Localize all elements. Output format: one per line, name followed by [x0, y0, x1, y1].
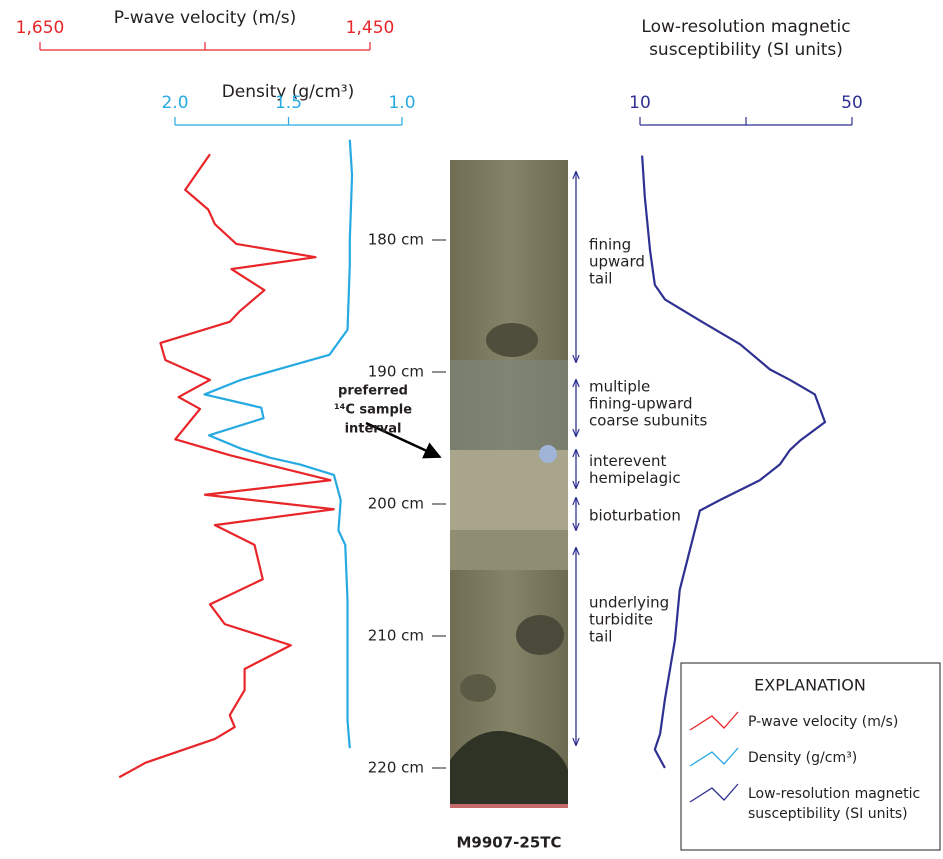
annotation: bioturbation	[589, 507, 681, 525]
x-tick-label: 1.0	[388, 93, 415, 113]
y-tick-label: 210 cm	[368, 627, 424, 645]
x-tick-label: 50	[841, 93, 863, 113]
y-tick-label: 180 cm	[368, 231, 424, 249]
x-tick-label: 1,650	[16, 18, 65, 38]
sample-note: interval	[345, 422, 402, 437]
legend-label: Low-resolution magnetic	[748, 786, 920, 802]
log-curve	[203, 139, 354, 749]
annotation: underlying	[589, 594, 669, 612]
sample-note: preferred	[338, 384, 408, 399]
x-tick-label: 10	[629, 93, 651, 113]
x-tick-label: 1.5	[275, 93, 302, 113]
legend-swatch	[689, 783, 739, 803]
annotation: hemipelagic	[589, 469, 681, 487]
annotation: fining-upward	[589, 395, 692, 413]
x-tick-label: 1,450	[346, 18, 395, 38]
core-image	[450, 160, 568, 808]
axis-title: P-wave velocity (m/s)	[114, 8, 297, 28]
annotation: interevent	[589, 452, 666, 470]
legend-label: Density (g/cm³)	[748, 750, 857, 766]
y-tick-label: 220 cm	[368, 759, 424, 777]
sample-note: ¹⁴C sample	[334, 403, 412, 418]
sample-arrow	[365, 421, 442, 459]
annotation: tail	[589, 270, 612, 288]
axis-title: Low-resolution magnetic	[641, 17, 850, 37]
x-tick-label: 2.0	[161, 93, 188, 113]
legend-label: P-wave velocity (m/s)	[748, 714, 898, 730]
legend-swatch	[689, 747, 739, 767]
legend-title: EXPLANATION	[754, 676, 866, 695]
legend-swatch	[689, 711, 739, 731]
axis-title: susceptibility (SI units)	[649, 40, 843, 60]
y-tick-label: 190 cm	[368, 363, 424, 381]
annotation: upward	[589, 253, 645, 271]
legend-box	[680, 662, 941, 851]
core-label: M9907-25TC	[456, 834, 561, 852]
log-curve	[118, 153, 335, 779]
axis-title: Density (g/cm³)	[222, 82, 355, 102]
log-curve	[641, 155, 827, 769]
annotation: turbidite	[589, 611, 653, 629]
annotation: fining	[589, 236, 631, 254]
annotation: tail	[589, 628, 612, 646]
legend-label: susceptibility (SI units)	[748, 806, 908, 822]
annotation: multiple	[589, 378, 650, 396]
y-tick-label: 200 cm	[368, 495, 424, 513]
annotation: coarse subunits	[589, 412, 708, 430]
